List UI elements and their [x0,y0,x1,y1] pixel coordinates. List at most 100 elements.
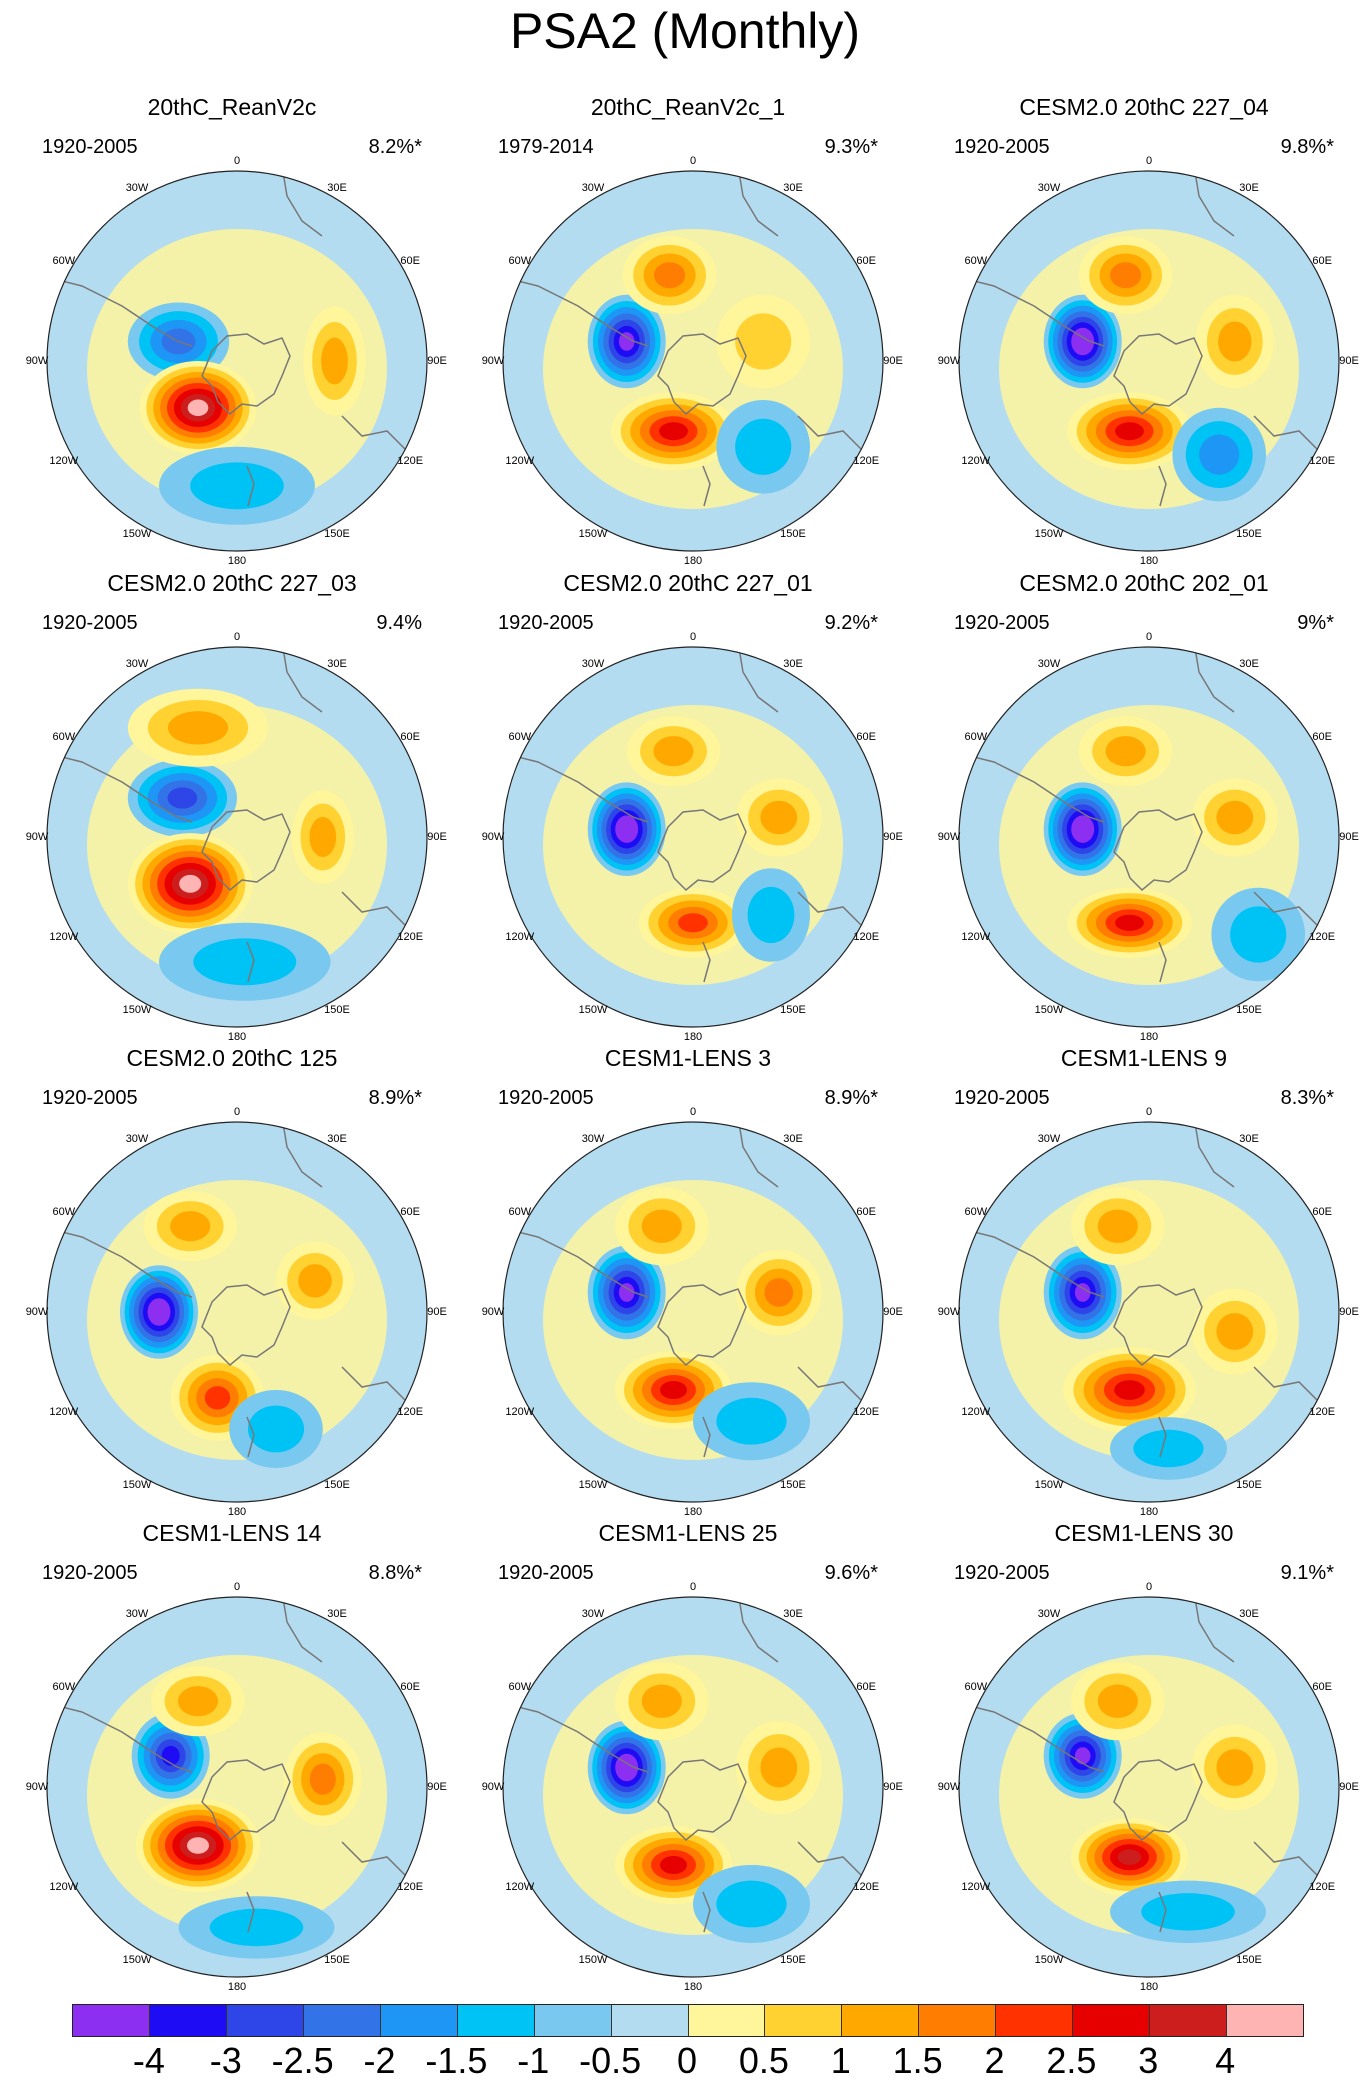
colorbar-swatch [1073,2005,1151,2036]
longitude-label: 0 [689,1581,697,1593]
positive-anomaly-contour [309,1763,336,1795]
panel-variance-percent: 8.3%* [1280,1087,1334,1109]
longitude-label: 0 [689,631,697,643]
longitude-label: 0 [233,155,241,167]
panel-period: 1920-2005 [954,1562,1050,1584]
panel-variance-percent: 8.9%* [368,1087,422,1109]
positive-anomaly-contour [660,1856,687,1874]
south-america-coastline [959,1226,1105,1298]
positive-anomaly-contour [167,711,229,745]
longitude-label: 90W [25,1306,49,1318]
positive-anomaly-contour [641,1209,682,1243]
longitude-label: 0 [1145,631,1153,643]
longitude-label: 150E [1236,1954,1262,1967]
positive-anomaly-contour [1216,1313,1254,1350]
map-border [502,1596,884,1978]
positive-anomaly-contour [170,1211,211,1242]
new-zealand-coastline [702,465,711,507]
positive-anomaly-contour [309,816,337,858]
longitude-label: 120E [853,1881,880,1893]
longitude-label: 0 [689,155,697,167]
negative-anomaly-contour [152,1303,166,1321]
longitude-label: 30W [1037,1607,1061,1620]
south-america-coastline [47,1701,193,1773]
panel-title: 20thC_ReanV2c [147,94,317,120]
positive-anomaly-contour [760,1747,798,1788]
africa-coastline [737,1122,779,1188]
positive-anomaly-contour [298,1264,332,1298]
longitude-label: 90E [427,1781,447,1793]
positive-anomaly-contour [1105,736,1146,767]
longitude-label: 90E [883,1781,903,1793]
longitude-label: 120W [961,1406,991,1418]
map-border [958,1121,1340,1503]
panel-title: CESM1-LENS 14 [142,1520,322,1546]
panel-title: CESM1-LENS 25 [598,1520,778,1546]
panel-period: 1920-2005 [498,1087,594,1109]
longitude-label: 60E [856,1681,876,1693]
panel-period: 1920-2005 [498,612,594,634]
polar-map [958,170,1340,552]
longitude-label: 150W [122,1479,152,1492]
longitude-label: 30W [581,181,605,194]
africa-coastline [1193,1597,1235,1663]
positive-anomaly-contour [179,874,202,893]
longitude-label: 90E [427,1306,447,1318]
polar-map [46,646,428,1028]
longitude-label: 60W [52,1681,76,1693]
longitude-label: 120W [505,1881,535,1893]
negative-anomaly-contour [735,418,792,475]
longitude-label: 30W [125,1132,149,1145]
longitude-label: 120W [49,1406,79,1418]
colorbar-tick-label: 1.5 [892,2040,943,2081]
panel-period: 1920-2005 [42,1562,138,1584]
longitude-label: 180 [227,1506,247,1518]
antarctica-coastline [1113,333,1203,416]
longitude-label: 30W [581,1607,605,1620]
negative-anomaly-contour [193,938,297,986]
negative-anomaly-contour [1074,1747,1091,1765]
longitude-label: 30E [1239,657,1259,670]
longitude-label: 120W [961,1881,991,1893]
longitude-label: 120W [49,931,79,943]
new-zealand-coastline [1158,1416,1167,1458]
africa-coastline [737,647,779,713]
longitude-label: 120W [505,455,535,467]
negative-anomaly-contour [1141,1893,1235,1931]
map-panel: CESM2.0 20thC 227_01 1920-2005 9.2%* 0 30E 60… [460,570,916,1044]
positive-anomaly-contour [1115,422,1144,441]
positive-anomaly-contour [1218,321,1252,362]
negative-anomaly-contour [1230,906,1287,963]
colorbar-tick-label: 1 [830,2040,851,2081]
panel-period: 1920-2005 [954,612,1050,634]
colorbar-swatch [1227,2005,1303,2036]
longitude-label: 150E [780,1479,806,1492]
longitude-label: 120E [853,455,880,467]
panel-variance-percent: 9.6%* [824,1562,878,1584]
positive-anomaly-contour [177,1686,219,1717]
longitude-label: 90E [427,355,447,367]
longitude-label: 120W [505,1406,535,1418]
panel-title: CESM2.0 20thC 227_04 [1019,94,1269,120]
colorbar-swatch [996,2005,1074,2036]
polar-map [502,1596,884,1978]
positive-anomaly-contour [678,913,708,933]
longitude-label: 150E [1236,528,1262,541]
longitude-label: 150E [780,528,806,541]
polar-map [958,1596,1340,1978]
longitude-label: 150W [1034,1004,1064,1017]
longitude-label: 120E [853,1406,880,1418]
longitude-label: 180 [683,1981,703,1993]
longitude-label: 180 [227,555,247,567]
longitude-label: 120W [961,931,991,943]
south-america-coastline [959,751,1105,823]
africa-coastline [281,647,323,713]
panel-variance-percent: 9.8%* [1280,136,1334,158]
longitude-label: 60W [508,1681,532,1693]
africa-coastline [1193,171,1235,237]
longitude-label: 150W [578,1954,608,1967]
longitude-label: 30E [1239,1132,1259,1145]
longitude-label: 30E [327,1132,347,1145]
map-panel: CESM1-LENS 9 1920-2005 8.3%* 0 30E 60E 90E 120E… [916,1045,1370,1519]
longitude-label: 150E [780,1954,806,1967]
